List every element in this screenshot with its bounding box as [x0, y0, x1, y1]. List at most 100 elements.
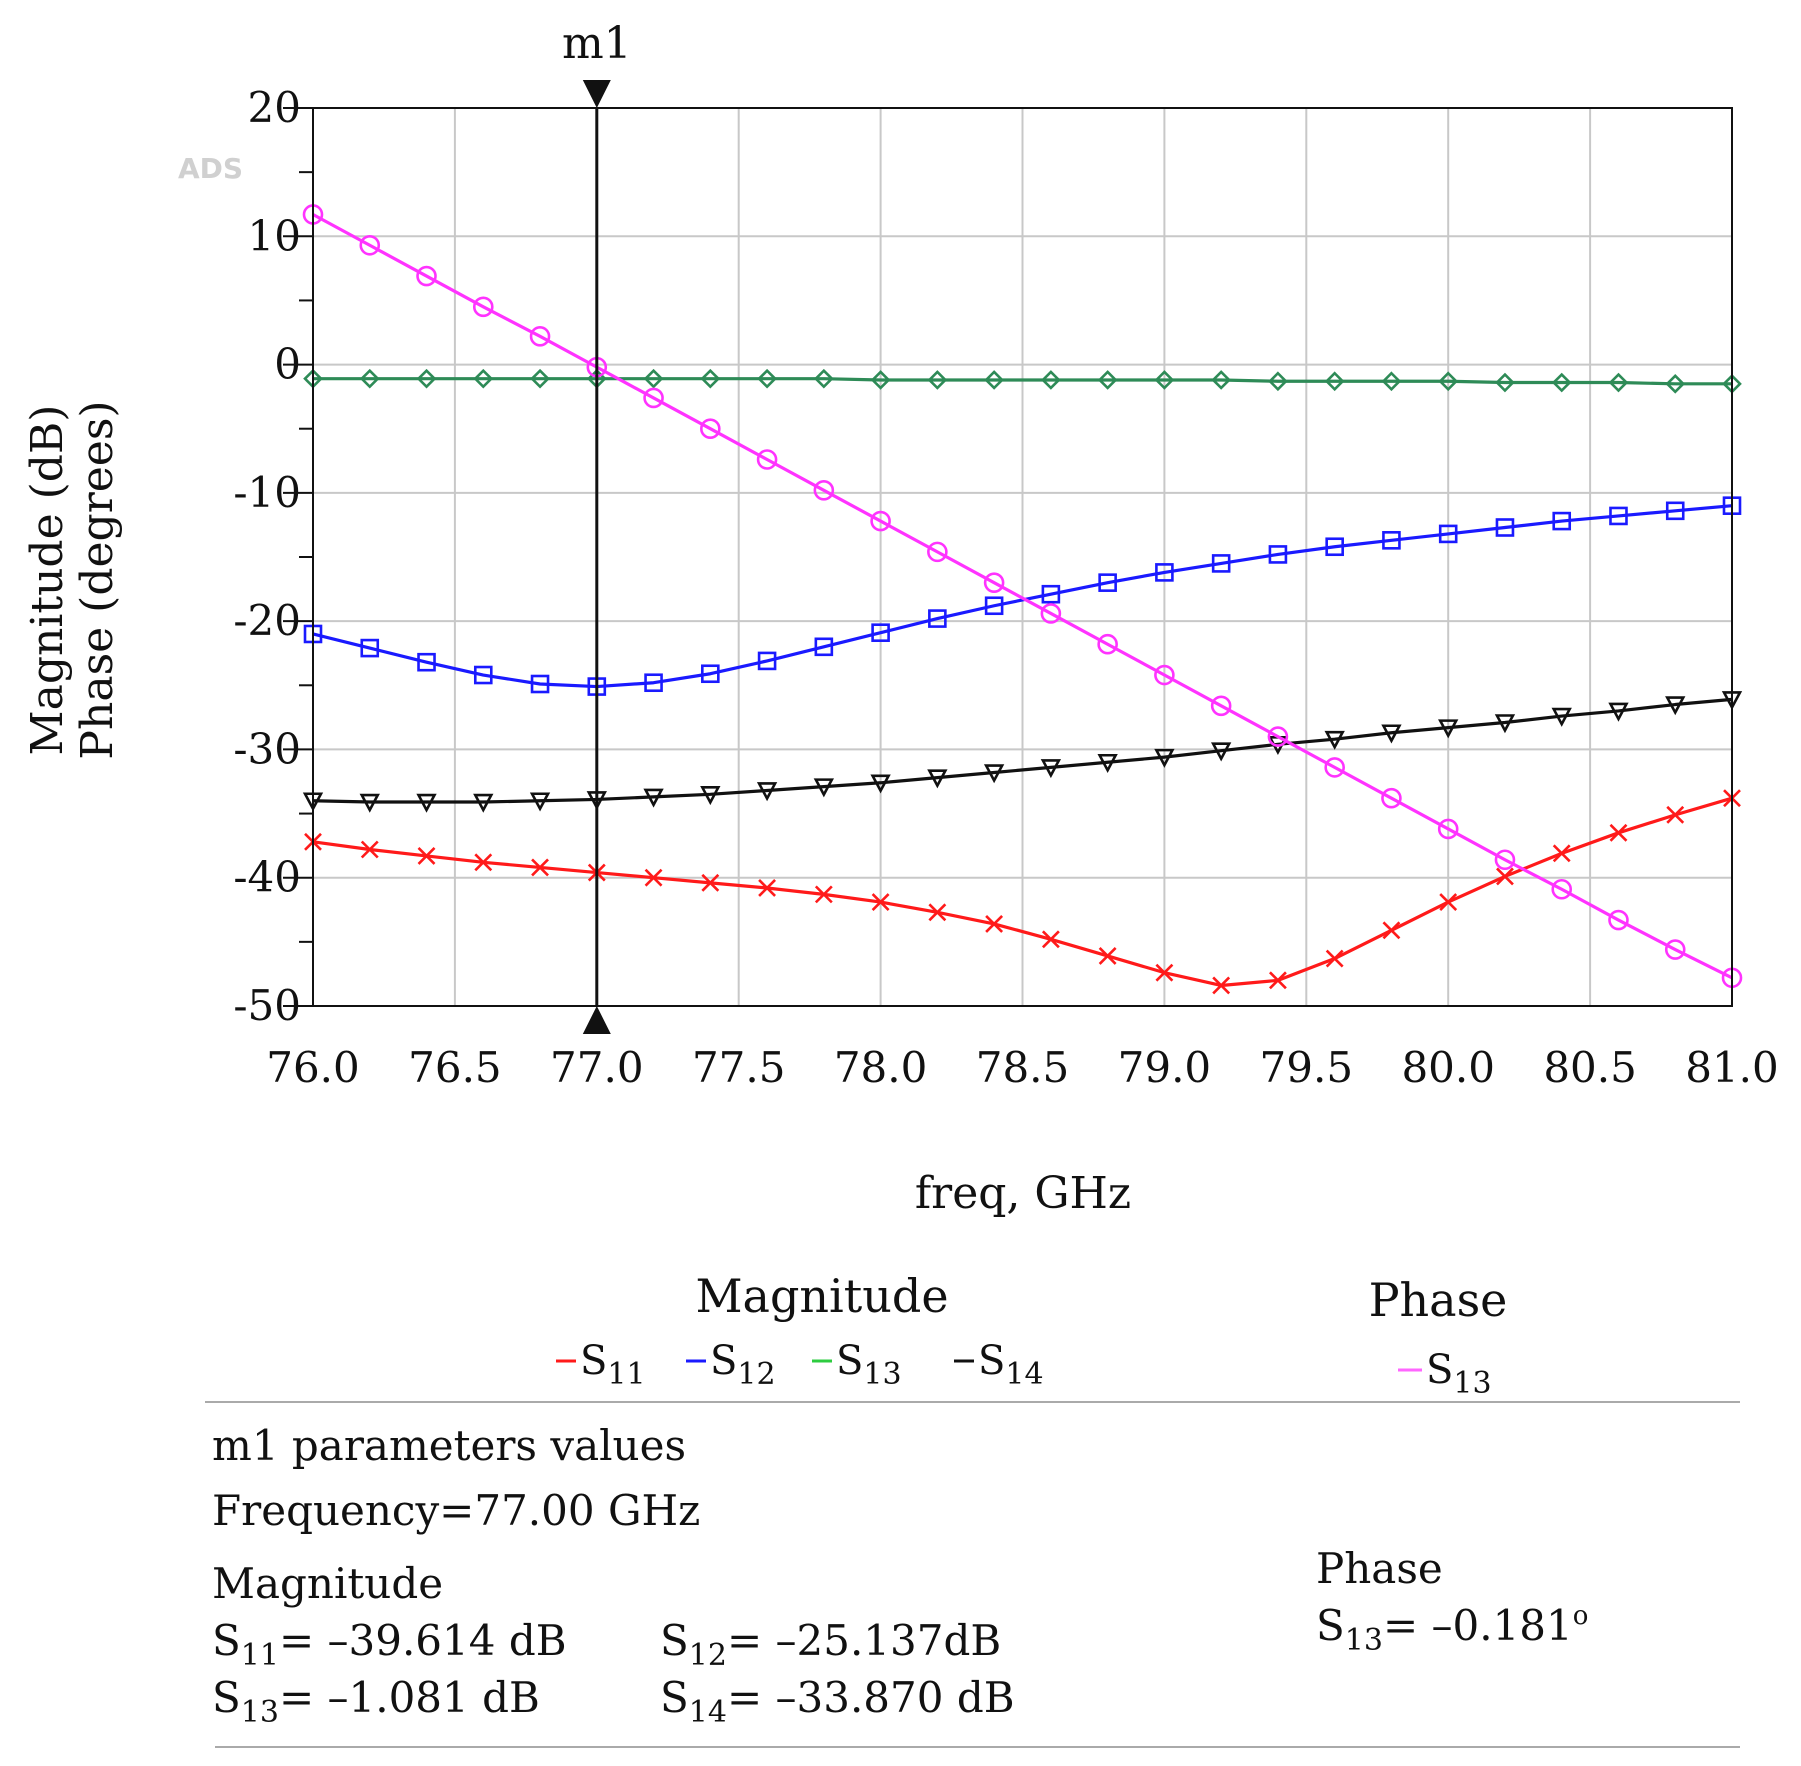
- data-point-magnitude-s11: [360, 840, 379, 859]
- readout-phase-title: Phase: [1316, 1544, 1443, 1593]
- y-axis: 20 10 0 -10 -20 -30 -40 -50: [233, 83, 313, 1030]
- readout-magnitude-title: Magnitude: [212, 1559, 443, 1608]
- data-point-magnitude-s12: [417, 652, 436, 672]
- y-axis-title-magnitude: Magnitude (dB): [22, 405, 73, 756]
- data-point-magnitude-s12: [644, 673, 663, 693]
- x-marker-stroke: [1439, 893, 1458, 912]
- data-point-magnitude-s11: [928, 903, 947, 922]
- data-point-magnitude-s14: [1324, 730, 1345, 750]
- x-marker-stroke: [1041, 930, 1060, 949]
- data-point-phase-s13: [1494, 849, 1516, 871]
- data-point-magnitude-s14: [1040, 759, 1062, 779]
- data-point-magnitude-s12: [1382, 531, 1401, 550]
- data-point-magnitude-s12: [1325, 537, 1344, 557]
- data-point-magnitude-s12: [1665, 501, 1685, 521]
- data-point-magnitude-s12: [814, 637, 834, 657]
- data-point-magnitude-s14: [1097, 753, 1118, 774]
- series-magnitude-s11: [304, 789, 1741, 995]
- data-point-magnitude-s13: [1097, 370, 1118, 390]
- y-axis-title-phase: Phase (degrees): [72, 400, 123, 759]
- x-tick-label: 80.0: [1401, 1043, 1495, 1092]
- m1-marker[interactable]: m1: [562, 18, 632, 1034]
- x-marker-stroke: [814, 885, 833, 904]
- data-point-phase-s13: [472, 296, 494, 318]
- m1-bottom-arrow: [582, 1006, 611, 1034]
- data-point-magnitude-s11: [1609, 823, 1628, 842]
- legend-phase-title: Phase: [1369, 1273, 1508, 1327]
- data-point-phase-s13: [927, 541, 948, 563]
- data-point-phase-s13: [1324, 757, 1345, 778]
- data-point-magnitude-s13: [1154, 370, 1175, 390]
- readout-phase-s13: S13= –0.181o: [1316, 1601, 1588, 1658]
- data-point-phase-s13: [1608, 909, 1629, 931]
- x-tick-label: 76.5: [408, 1043, 502, 1092]
- m1-top-arrow: [582, 80, 611, 108]
- data-point-magnitude-s11: [1439, 893, 1458, 912]
- data-point-magnitude-s11: [1041, 930, 1060, 949]
- data-point-magnitude-s12: [757, 651, 777, 671]
- data-point-magnitude-s11: [531, 858, 549, 877]
- data-point-magnitude-s13: [1211, 370, 1231, 390]
- data-point-magnitude-s13: [1551, 372, 1572, 393]
- data-point-magnitude-s14: [870, 774, 891, 794]
- x-marker-stroke: [1325, 949, 1344, 968]
- data-point-magnitude-s11: [1325, 949, 1344, 968]
- x-tick-label: 78.5: [976, 1043, 1070, 1092]
- data-point-magnitude-s14: [1608, 702, 1629, 722]
- data-point-phase-s13: [359, 234, 381, 256]
- data-point-magnitude-s11: [758, 879, 776, 897]
- data-point-magnitude-s13: [700, 368, 721, 389]
- data-point-phase-s13: [1154, 664, 1175, 686]
- legend-item-s12: S12: [686, 1338, 776, 1392]
- data-point-magnitude-s11: [1552, 844, 1571, 863]
- data-point-magnitude-s13: [814, 368, 834, 389]
- data-point-magnitude-s12: [1268, 545, 1288, 564]
- data-point-magnitude-s11: [644, 868, 663, 887]
- data-point-magnitude-s13: [1438, 371, 1459, 392]
- data-point-magnitude-s11: [1496, 867, 1514, 886]
- data-point-magnitude-s12: [1552, 511, 1572, 531]
- data-point-magnitude-s11: [474, 853, 493, 872]
- x-marker-stroke: [985, 914, 1004, 933]
- data-point-magnitude-s11: [1666, 805, 1685, 824]
- data-point-magnitude-s14: [1494, 714, 1516, 734]
- data-point-magnitude-s12: [871, 623, 890, 642]
- data-point-magnitude-s14: [1210, 742, 1232, 762]
- readout-s12: S12= –25.137dB: [660, 1616, 1001, 1673]
- x-marker-stroke: [1496, 867, 1514, 886]
- data-point-phase-s13: [1097, 633, 1118, 655]
- readout-frequency: Frequency=77.00 GHz: [212, 1486, 700, 1535]
- data-point-magnitude-s14: [643, 788, 664, 808]
- data-point-phase-s13: [983, 572, 1005, 593]
- legend-phase-label-s13: S13: [1426, 1347, 1492, 1401]
- data-point-magnitude-s13: [984, 370, 1004, 390]
- data-point-magnitude-s13: [757, 368, 777, 389]
- x-marker-stroke: [417, 846, 436, 865]
- data-point-magnitude-s13: [473, 368, 494, 389]
- data-point-magnitude-s12: [530, 674, 550, 694]
- legend-magnitude-title: Magnitude: [695, 1269, 948, 1323]
- data-point-magnitude-s14: [1381, 724, 1402, 744]
- series-layer: [302, 204, 1743, 995]
- x-marker-stroke: [1155, 963, 1174, 982]
- legend-phase-items: S13: [1398, 1347, 1492, 1401]
- data-point-magnitude-s12: [1041, 584, 1061, 604]
- data-point-magnitude-s14: [756, 782, 778, 802]
- series-line-magnitude-s14: [312, 697, 1733, 804]
- data-point-magnitude-s12: [701, 664, 720, 684]
- data-point-magnitude-s14: [927, 769, 948, 789]
- marker-readout: m1 parameters values Frequency=77.00 GHz…: [212, 1421, 1588, 1730]
- x-marker-stroke: [1666, 805, 1685, 824]
- data-point-magnitude-s14: [529, 792, 551, 812]
- x-marker-stroke: [1609, 823, 1628, 842]
- data-point-phase-s13: [1040, 603, 1062, 624]
- data-point-magnitude-s14: [813, 778, 835, 798]
- data-point-phase-s13: [1551, 878, 1573, 900]
- readout-s14: S14= –33.870 dB: [660, 1673, 1015, 1730]
- data-point-magnitude-s12: [1155, 563, 1174, 582]
- x-tick-label: 79.5: [1260, 1043, 1354, 1092]
- y-tick-label: -50: [233, 981, 301, 1030]
- legend-label-s13: S13: [836, 1338, 902, 1392]
- data-point-magnitude-s14: [416, 793, 437, 813]
- data-point-magnitude-s11: [871, 893, 890, 912]
